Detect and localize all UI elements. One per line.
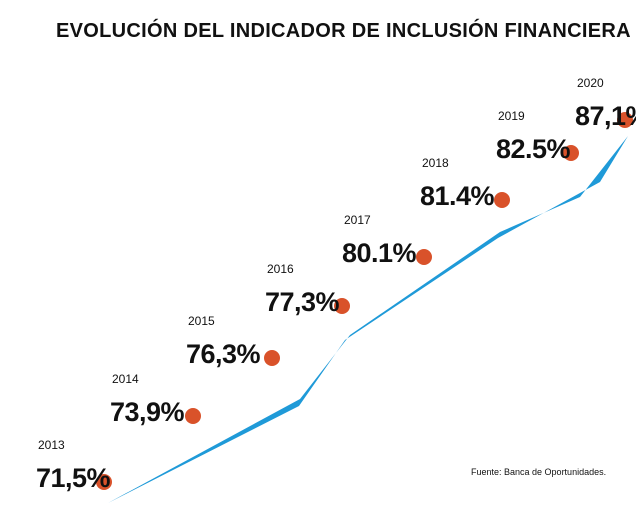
year-label-2015: 2015 — [188, 314, 215, 328]
year-label-2018: 2018 — [422, 156, 449, 170]
data-point-2015 — [264, 350, 280, 366]
data-point-2014 — [185, 408, 201, 424]
value-label-2014: 73,9% — [110, 397, 185, 427]
data-point-2016 — [334, 298, 350, 314]
year-label-2020: 2020 — [577, 76, 604, 90]
value-label-2016: 77,3% — [265, 287, 340, 317]
value-label-2013: 71,5% — [36, 463, 111, 493]
value-label-2020: 87,1% — [575, 101, 636, 131]
data-points: 2013 71,5% 2014 73,9% 2015 76,3% 2016 77,3% 2017… — [36, 76, 636, 493]
data-point-2013 — [96, 474, 112, 490]
data-point-2020 — [617, 112, 633, 128]
year-label-2019: 2019 — [498, 109, 525, 123]
year-label-2014: 2014 — [112, 372, 139, 386]
year-label-2016: 2016 — [267, 262, 294, 276]
year-label-2017: 2017 — [344, 213, 371, 227]
chart-title: EVOLUCIÓN DEL INDICADOR DE INCLUSIÓN FIN… — [56, 18, 631, 42]
value-label-2019: 82.5% — [496, 134, 571, 164]
value-label-2018: 81.4% — [420, 181, 495, 211]
year-label-2013: 2013 — [38, 438, 65, 452]
source-note: Fuente: Banca de Oportunidades. — [471, 467, 606, 477]
data-point-2018 — [494, 192, 510, 208]
data-point-2019 — [563, 145, 579, 161]
value-label-2017: 80.1% — [342, 238, 417, 268]
data-point-2017 — [416, 249, 432, 265]
value-label-2015: 76,3% — [186, 339, 261, 369]
trend-ribbon — [108, 136, 628, 503]
